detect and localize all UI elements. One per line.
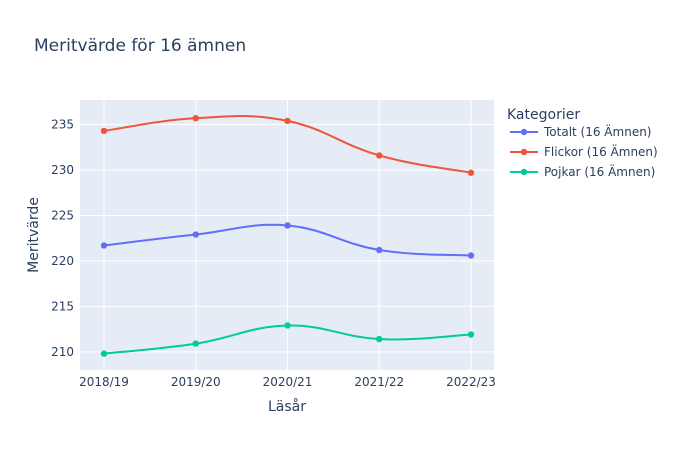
data-point xyxy=(284,117,291,125)
data-point xyxy=(376,246,383,254)
series-points xyxy=(100,114,475,357)
axis-ticks: 2018/19 2019/20 2020/21 2021/22 2022/23 210 21… xyxy=(51,118,496,389)
y-tick-label: 225 xyxy=(51,208,74,222)
y-tick-label: 235 xyxy=(51,118,74,132)
data-point xyxy=(467,169,475,176)
legend-marker xyxy=(520,168,528,176)
legend-marker xyxy=(520,148,528,156)
data-point xyxy=(284,322,291,329)
y-tick-label: 220 xyxy=(51,254,74,268)
data-point xyxy=(192,231,199,238)
legend-label: Flickor (16 Ämnen) xyxy=(544,144,658,159)
x-tick-label: 2021/22 xyxy=(354,375,404,389)
x-axis-label: Läsår xyxy=(268,398,306,415)
legend-marker xyxy=(520,128,528,136)
x-tick-label: 2022/23 xyxy=(446,375,496,389)
legend-label: Totalt (16 Ämnen) xyxy=(543,124,651,139)
y-tick-label: 210 xyxy=(51,345,74,359)
y-tick-label: 215 xyxy=(51,299,74,313)
data-point xyxy=(467,252,475,259)
x-tick-label: 2018/19 xyxy=(79,375,129,389)
data-point xyxy=(100,350,108,357)
chart-title: Meritvärde för 16 ämnen xyxy=(34,36,246,56)
data-point xyxy=(376,335,383,343)
y-tick-label: 230 xyxy=(51,163,74,177)
legend-title: Kategorier xyxy=(507,107,580,123)
y-axis-label: Meritvärde xyxy=(26,197,42,273)
data-point xyxy=(100,242,108,249)
data-point xyxy=(192,114,199,122)
x-tick-label: 2020/21 xyxy=(263,375,313,389)
data-point xyxy=(192,340,199,347)
data-point xyxy=(284,222,291,229)
grid-lines xyxy=(80,100,494,370)
data-point xyxy=(100,127,108,135)
data-point xyxy=(467,331,475,338)
legend-label: Pojkar (16 Ämnen) xyxy=(544,164,655,179)
x-tick-label: 2019/20 xyxy=(171,375,221,389)
data-point xyxy=(376,152,383,159)
legend: Kategorier Totalt (16 Ämnen) Flickor (16 … xyxy=(507,107,658,179)
